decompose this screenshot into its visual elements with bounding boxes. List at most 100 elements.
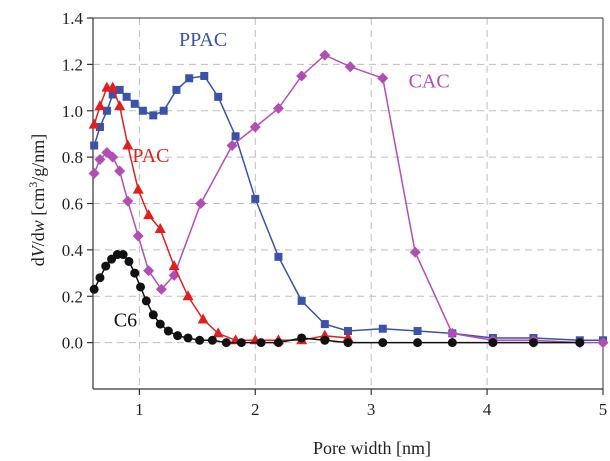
data-point xyxy=(173,331,183,341)
data-point xyxy=(221,338,231,348)
data-point xyxy=(409,246,421,258)
data-point xyxy=(344,61,356,73)
data-point xyxy=(251,194,260,203)
data-point xyxy=(296,70,308,82)
y-tick-label: 1.0 xyxy=(62,102,83,121)
data-point xyxy=(413,327,422,336)
data-point xyxy=(378,324,387,333)
data-point xyxy=(344,327,352,336)
data-point xyxy=(101,261,111,271)
series-layer xyxy=(88,49,609,349)
y-tick-label: 1.4 xyxy=(62,9,84,28)
data-point xyxy=(122,195,134,207)
data-point xyxy=(446,327,458,339)
data-point xyxy=(249,121,261,133)
data-point xyxy=(90,141,99,150)
data-point xyxy=(143,265,155,277)
data-point xyxy=(172,85,181,94)
data-point xyxy=(148,310,158,320)
series-cac xyxy=(88,49,609,349)
data-point xyxy=(447,338,457,348)
y-axis-label-slash: /d xyxy=(28,232,48,246)
data-point xyxy=(107,81,119,92)
data-point xyxy=(195,335,205,345)
series-line-cac xyxy=(93,54,603,344)
data-point xyxy=(163,326,173,336)
x-axis-label: Pore width [nm] xyxy=(313,438,431,458)
x-tick-label: 1 xyxy=(135,400,144,419)
data-point xyxy=(155,319,165,329)
data-point xyxy=(207,335,217,345)
data-point xyxy=(122,139,134,150)
data-point xyxy=(132,230,144,242)
data-point xyxy=(168,260,180,271)
data-point xyxy=(212,327,224,338)
series-line-ppac xyxy=(93,75,603,342)
data-point xyxy=(197,313,209,324)
data-point xyxy=(273,338,283,348)
data-point xyxy=(118,250,128,260)
data-point xyxy=(378,338,388,348)
data-point xyxy=(182,290,194,301)
data-point xyxy=(183,333,193,343)
data-point xyxy=(108,90,117,99)
series-pac xyxy=(88,81,354,345)
y-tick-label: 0.6 xyxy=(62,195,83,214)
data-point xyxy=(136,282,146,292)
data-point xyxy=(200,71,209,80)
data-point xyxy=(575,338,585,348)
data-point xyxy=(231,132,240,141)
data-point xyxy=(155,283,167,295)
y-axis-label-w: w xyxy=(28,220,48,232)
data-point xyxy=(94,153,106,165)
y-axis-label-d: d xyxy=(28,257,48,266)
series-label-cac: CAC xyxy=(409,71,450,93)
ticks: 1 2 3 4 5 0.0 0.2 0.4 0.6 0.8 1.0 1.2 1.4 xyxy=(62,9,608,419)
data-point xyxy=(132,183,144,194)
data-point xyxy=(95,122,104,131)
data-point xyxy=(377,72,389,84)
y-tick-label: 0.4 xyxy=(62,241,84,260)
data-point xyxy=(320,320,329,329)
data-point xyxy=(114,165,126,177)
data-point xyxy=(143,209,155,220)
data-point xyxy=(214,92,223,101)
data-point xyxy=(488,338,498,348)
y-axis-label-unit-b: /g/nm] xyxy=(28,134,48,182)
y-axis-label-unit-a: [cm xyxy=(28,188,48,220)
data-point xyxy=(226,140,238,152)
data-point xyxy=(274,252,283,261)
series-label-ppac: PPAC xyxy=(179,29,227,51)
data-point xyxy=(141,296,151,306)
data-point xyxy=(95,273,105,283)
data-point xyxy=(297,296,306,305)
y-axis-label-v: V xyxy=(28,244,48,257)
series-label-c6: C6 xyxy=(114,309,137,331)
data-point xyxy=(236,338,246,348)
x-tick-label: 3 xyxy=(367,400,376,419)
data-point xyxy=(185,74,194,83)
y-tick-label: 0.0 xyxy=(62,334,83,353)
series-c6 xyxy=(89,250,585,348)
data-point xyxy=(413,338,423,348)
data-point xyxy=(320,335,330,345)
data-point xyxy=(195,198,207,209)
data-point xyxy=(159,106,168,115)
data-point xyxy=(88,118,100,129)
data-point xyxy=(130,99,139,108)
x-tick-label: 2 xyxy=(251,400,260,419)
x-tick-label: 5 xyxy=(599,400,608,419)
data-point xyxy=(528,338,538,348)
data-point xyxy=(343,338,353,348)
data-point xyxy=(138,106,147,115)
data-point xyxy=(89,284,99,294)
data-point xyxy=(597,337,609,349)
y-axis-label-sup: 3 xyxy=(26,182,40,188)
y-tick-label: 1.2 xyxy=(62,55,83,74)
y-tick-label: 0.8 xyxy=(62,148,83,167)
y-tick-label: 0.2 xyxy=(62,287,83,306)
series-labels: PPAC CAC PAC C6 xyxy=(114,29,450,332)
data-point xyxy=(94,100,106,111)
data-point xyxy=(272,102,284,114)
data-point xyxy=(130,268,140,278)
